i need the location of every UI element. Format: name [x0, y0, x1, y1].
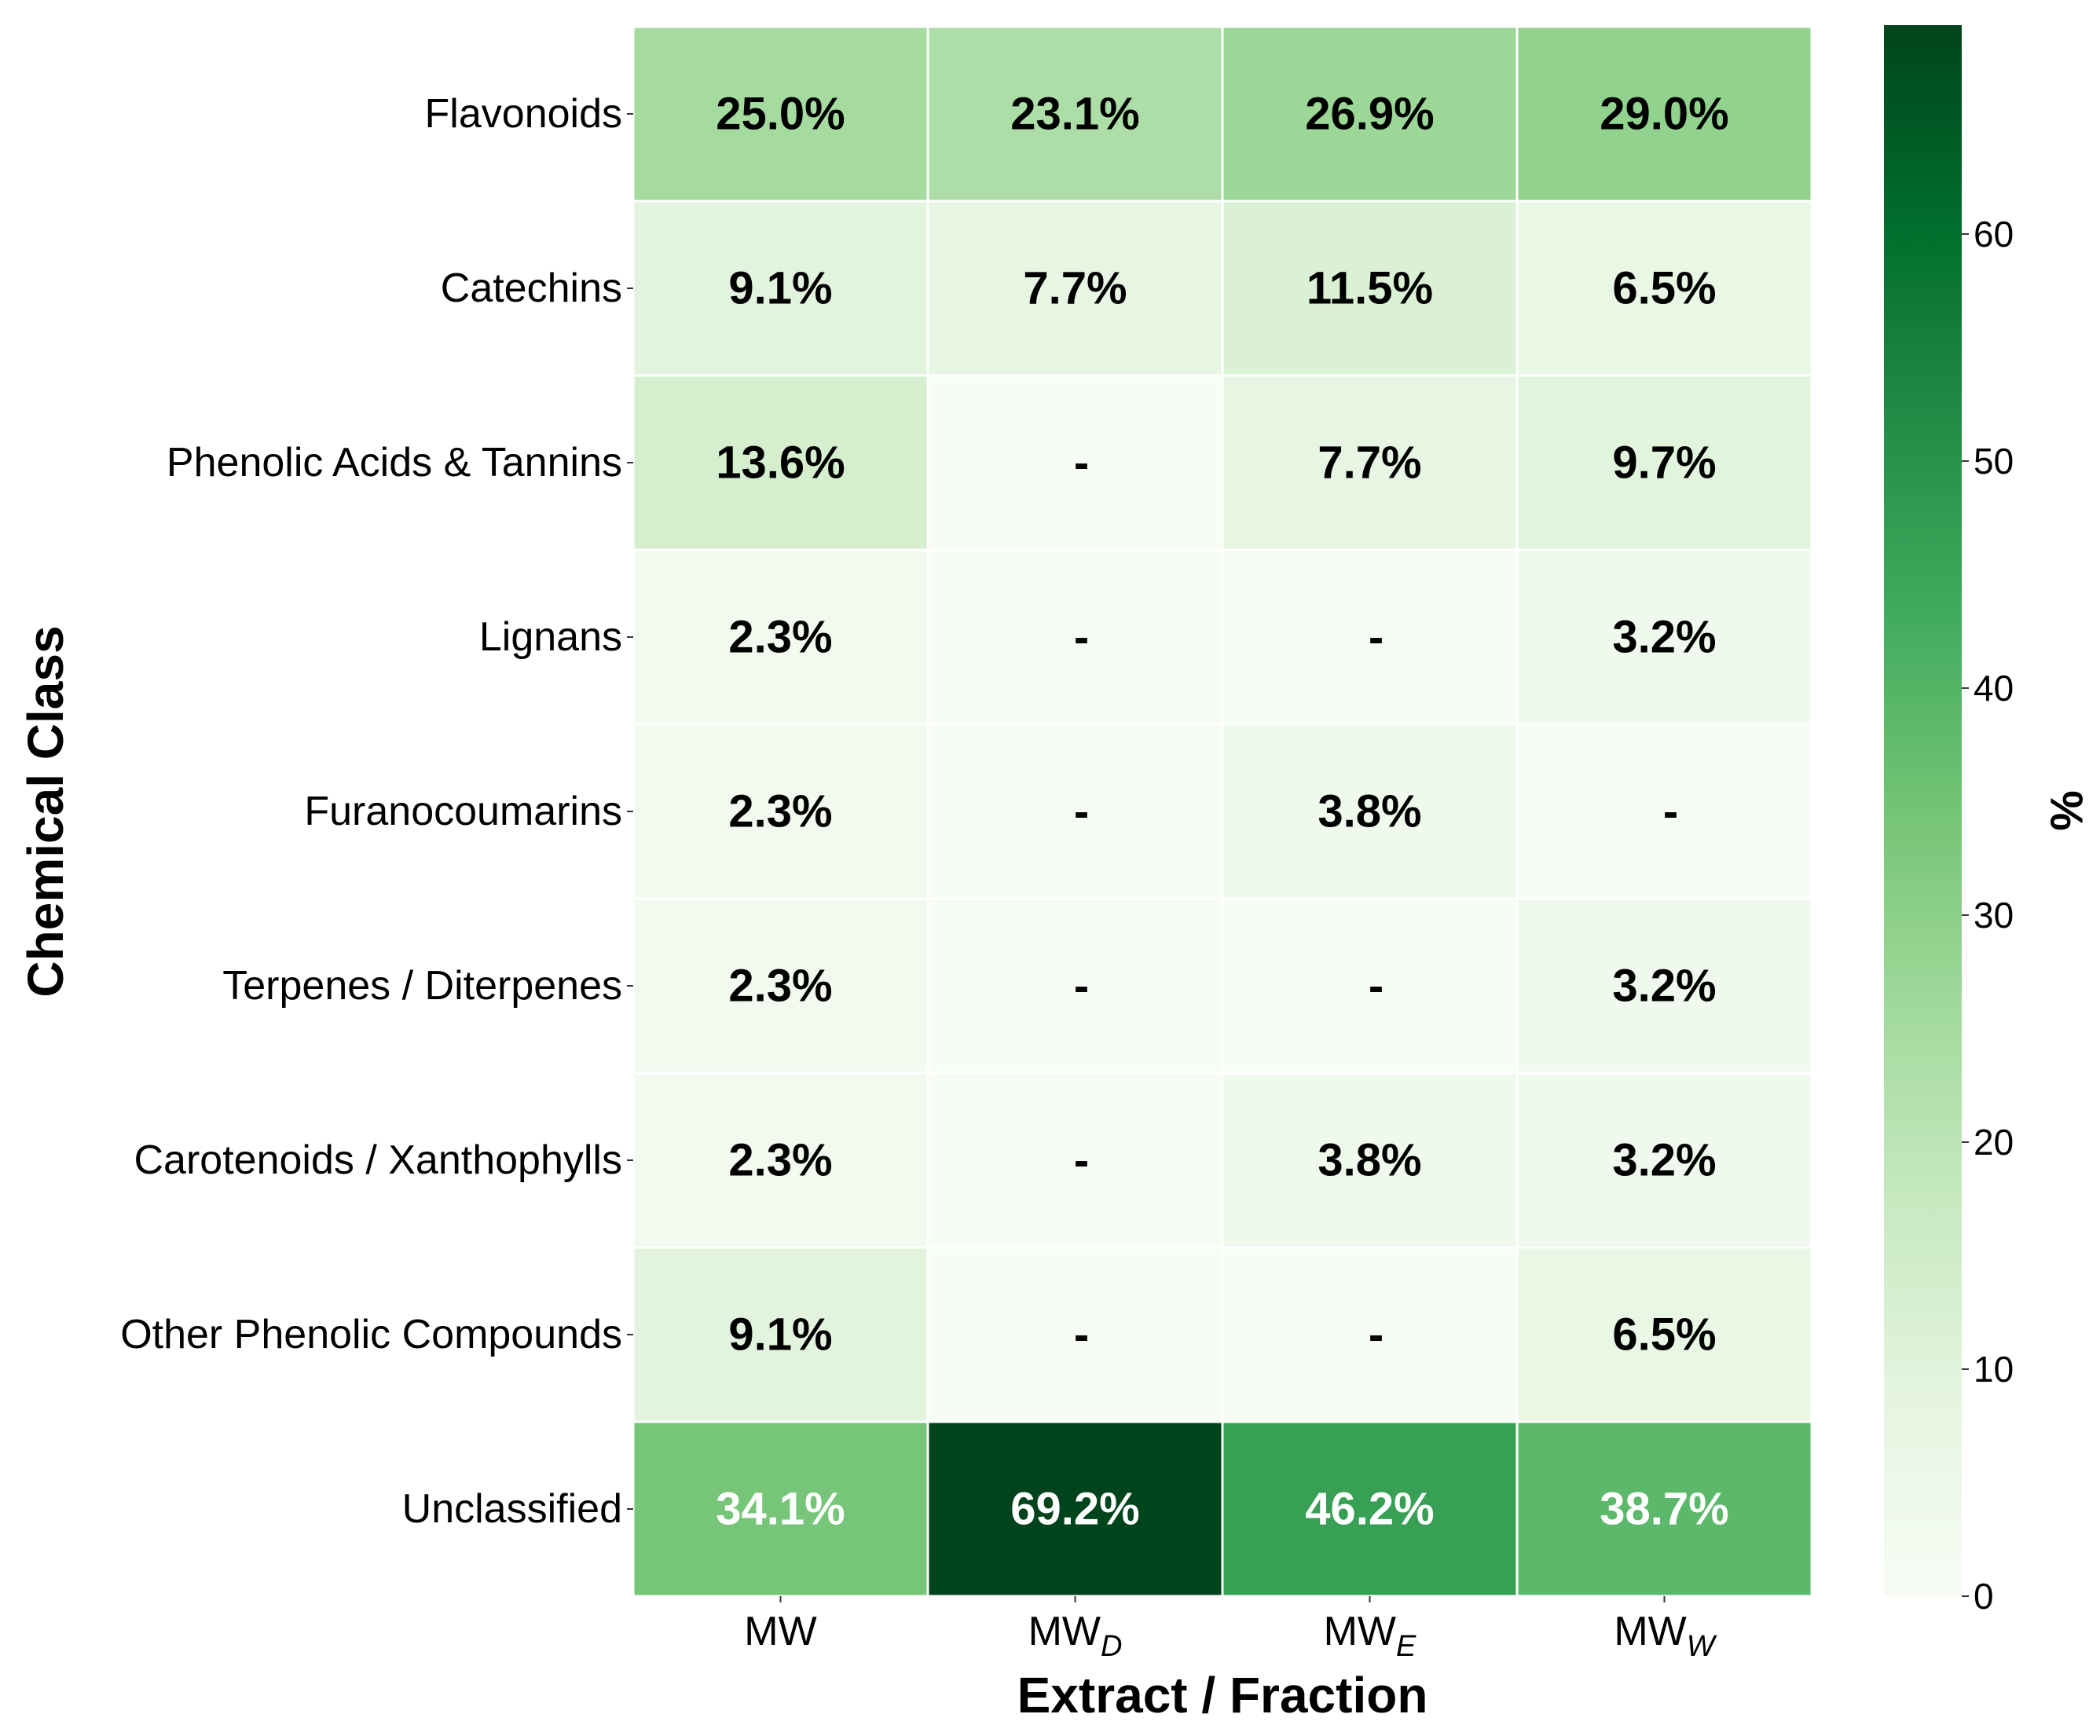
x-axis-title: Extract / Fraction: [1017, 1667, 1428, 1723]
heatmap-cell: [1515, 25, 1813, 203]
x-tick-label: MWD: [1028, 1609, 1123, 1663]
colorbar-tick-label: 20: [1974, 1122, 2014, 1163]
cell-value-label: 6.5%: [1612, 263, 1716, 314]
cell-value-label: -: [1663, 786, 1678, 837]
colorbar-tick-label: 60: [1974, 214, 2014, 255]
cell-value-label: -: [1074, 1135, 1089, 1186]
cell-value-label: 23.1%: [1010, 89, 1139, 140]
colorbar-tick-label: 40: [1974, 668, 2014, 709]
y-tick-label: Terpenes / Diterpenes: [222, 963, 622, 1009]
y-tick-label: Furanocoumarins: [304, 789, 622, 834]
heatmap-cell: [632, 1071, 929, 1249]
heatmap-cell: [1515, 548, 1813, 726]
cell-value-label: 9.1%: [728, 263, 832, 314]
y-tick-label: Lignans: [479, 614, 622, 660]
cell-value-label: 2.3%: [728, 786, 832, 837]
y-tick-label: Phenolic Acids & Tannins: [167, 440, 622, 485]
cell-value-label: 38.7%: [1600, 1484, 1728, 1535]
heatmap-cell: [1221, 25, 1519, 203]
cell-value-label: -: [1369, 961, 1384, 1012]
y-tick-label: Flavonoids: [425, 91, 622, 137]
cell-value-label: 2.3%: [728, 612, 832, 663]
y-tick-label: Catechins: [441, 266, 622, 311]
cell-value-label: 7.7%: [1023, 263, 1127, 314]
heatmap-cell: [1221, 1420, 1519, 1598]
cell-value-label: 3.2%: [1612, 1135, 1716, 1186]
heatmap-cell: [632, 1246, 929, 1423]
cell-value-label: 29.0%: [1600, 89, 1728, 140]
cell-value-label: 2.3%: [728, 961, 832, 1012]
y-axis: Flavonoids Catechins Phenolic Acids & Tann…: [120, 91, 633, 1532]
cell-value-label: 9.1%: [728, 1309, 832, 1361]
colorbar-tick-label: 50: [1974, 441, 2014, 482]
colorbar-tick-label: 30: [1974, 895, 2014, 936]
cell-value-label: 25.0%: [716, 89, 845, 140]
heatmap-cell: [632, 548, 929, 726]
heatmap-cell: [1221, 1246, 1519, 1423]
heatmap-cell: [1515, 897, 1813, 1075]
heatmap-cell-labels: 25.0% 23.1% 26.9% 29.0% 9.1% 7.7% 11.5% 6.5% 13.…: [716, 89, 1728, 1535]
cell-value-label: -: [1074, 961, 1089, 1012]
heatmap-cell: [1515, 374, 1813, 551]
colorbar-label: %: [2041, 790, 2092, 831]
heatmap-cell: [1515, 200, 1813, 377]
heatmap-cell: [926, 897, 1224, 1075]
heatmap-cell: [632, 723, 929, 900]
cell-value-label: 3.8%: [1318, 1135, 1421, 1186]
heatmap-cell: [926, 374, 1224, 551]
y-tick-label: Carotenoids / Xanthophylls: [134, 1137, 623, 1183]
cell-value-label: -: [1074, 1309, 1089, 1361]
colorbar-tick-label: 10: [1974, 1349, 2014, 1390]
heatmap-cell: [1515, 723, 1813, 900]
y-tick-label: Other Phenolic Compounds: [120, 1312, 622, 1357]
heatmap-cell: [632, 25, 929, 203]
x-axis: MW MWD MWE MWW: [744, 1596, 1717, 1663]
cell-value-label: -: [1074, 438, 1089, 489]
heatmap-cell: [632, 200, 929, 377]
cell-value-label: -: [1074, 612, 1089, 663]
heatmap-cell: [1221, 723, 1519, 900]
cell-value-label: -: [1369, 1309, 1384, 1361]
heatmap-cell: [1221, 897, 1519, 1075]
y-tick-label: Unclassified: [402, 1486, 622, 1532]
heatmap-cell: [1221, 1071, 1519, 1249]
x-tick-label: MWE: [1324, 1609, 1416, 1663]
cell-value-label: 9.7%: [1612, 438, 1716, 489]
heatmap-cell: [1515, 1420, 1813, 1598]
cell-value-label: 3.8%: [1318, 786, 1421, 837]
cell-value-label: 26.9%: [1305, 89, 1434, 140]
cell-value-label: 34.1%: [716, 1484, 845, 1535]
heatmap-cell: [926, 723, 1224, 900]
cell-value-label: -: [1074, 786, 1089, 837]
cell-value-label: 7.7%: [1318, 438, 1421, 489]
heatmap-cell: [1515, 1071, 1813, 1249]
heatmap-cells: [632, 25, 1813, 1598]
cell-value-label: 46.2%: [1305, 1484, 1434, 1535]
heatmap-cell: [926, 25, 1224, 203]
cell-value-label: 69.2%: [1010, 1484, 1139, 1535]
cell-value-label: 13.6%: [716, 438, 845, 489]
cell-value-label: 3.2%: [1612, 612, 1716, 663]
x-tick-label: MWW: [1614, 1609, 1717, 1663]
cell-value-label: 3.2%: [1612, 961, 1716, 1012]
x-tick-label: MW: [744, 1609, 816, 1654]
cell-value-label: 2.3%: [728, 1135, 832, 1186]
heatmap-cell: [1221, 548, 1519, 726]
y-axis-title: Chemical Class: [17, 625, 74, 997]
heatmap-cell: [632, 897, 929, 1075]
cell-value-label: 6.5%: [1612, 1309, 1716, 1361]
cell-value-label: -: [1369, 612, 1384, 663]
colorbar: 0 10 20 30 40 50 60%: [1884, 25, 2092, 1617]
colorbar-fill: [1884, 25, 1962, 1596]
cell-value-label: 11.5%: [1307, 263, 1433, 314]
heatmap-cell: [926, 548, 1224, 726]
colorbar-tick-label: 0: [1974, 1576, 1994, 1617]
heatmap-cell: [926, 200, 1224, 377]
